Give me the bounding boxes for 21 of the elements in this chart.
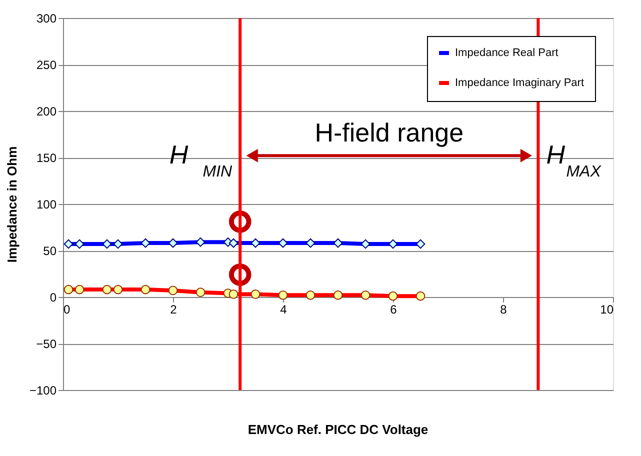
y-tick-label: 200 xyxy=(36,104,57,118)
y-tick-label: 150 xyxy=(36,151,57,165)
y-tick-label: 300 xyxy=(36,12,57,26)
x-tick-label: 8 xyxy=(500,302,508,316)
y-tick-label: 100 xyxy=(36,198,57,212)
annotation: H-field range xyxy=(314,118,464,148)
ref-line-label: HMIN xyxy=(169,140,233,181)
y-tick-label: 250 xyxy=(36,58,57,72)
x-tick-label: 2 xyxy=(170,302,178,316)
legend-label: Impedance Real Part xyxy=(455,47,558,59)
y-axis-title: Impedance in Ohm xyxy=(4,146,20,263)
legend-label: Impedance Imaginary Part xyxy=(455,77,584,89)
x-tick-label: 10 xyxy=(600,302,614,316)
x-axis-title: EMVCo Ref. PICC DC Voltage xyxy=(248,422,428,437)
y-tick-label: −100 xyxy=(29,384,57,398)
y-tick-label: 0 xyxy=(50,290,57,304)
x-tick-label: 0 xyxy=(64,302,70,316)
y-tick-label: −50 xyxy=(36,337,57,351)
x-tick-label: 4 xyxy=(280,302,288,316)
x-tick-label: 6 xyxy=(390,302,398,316)
y-tick-label: 50 xyxy=(43,244,57,258)
